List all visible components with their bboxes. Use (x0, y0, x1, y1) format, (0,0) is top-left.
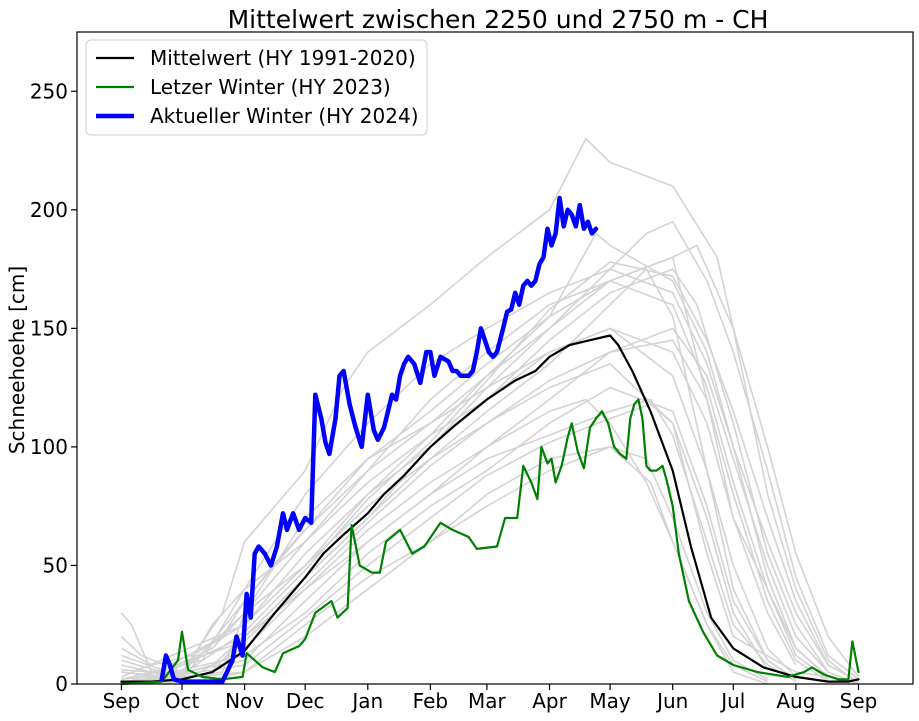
x-tick-label-may-8: May (589, 689, 631, 713)
main-series-group (120, 195, 860, 686)
history-line-8 (121, 268, 859, 685)
history-line-16 (121, 386, 797, 685)
series-line-last_winter (120, 398, 860, 686)
y-axis: 0 50 100 150 200 250 (30, 79, 77, 696)
x-tick-label-sep-12: Sep (840, 689, 878, 713)
history-line-18 (121, 403, 769, 685)
legend-box (85, 39, 428, 136)
y-tick-label-100: 100 (30, 435, 68, 459)
history-line-19 (121, 327, 797, 678)
history-series-group (120, 137, 860, 685)
chart-title: Mittelwert zwischen 2250 und 2750 m - CH (228, 5, 769, 34)
series-line-mean (120, 334, 860, 683)
history-line-21 (121, 261, 829, 676)
x-tick-label-mar-6: Mar (468, 689, 507, 713)
x-tick-label-nov-2: Nov (225, 689, 264, 713)
legend-label-mean: Mittelwert (HY 1991-2020) (150, 46, 416, 70)
history-line-15 (121, 268, 859, 683)
y-tick-label-150: 150 (30, 316, 68, 340)
y-tick-label-0: 0 (55, 672, 68, 696)
x-tick-label-jun-9: Jun (655, 689, 688, 713)
y-tick-label-200: 200 (30, 198, 68, 222)
history-line-11 (121, 327, 797, 685)
x-axis: Sep Oct Nov Dec Jan Feb Mar Apr May Jun Jul Aug Sep (103, 684, 878, 713)
plot-frame (76, 31, 914, 685)
history-line-20 (121, 339, 829, 685)
history-line-13 (121, 446, 768, 685)
history-line-4 (121, 446, 768, 685)
x-tick-label-sep-0: Sep (103, 689, 141, 713)
history-line-3 (121, 137, 859, 685)
legend: Mittelwert (HY 1991-2020) Letzer Winter … (85, 39, 428, 136)
x-tick-label-jan-4: Jan (350, 689, 383, 713)
y-axis-label: Schneehoehe [cm] (5, 266, 29, 454)
y-tick-label-50: 50 (43, 553, 68, 577)
history-line-10 (121, 327, 829, 678)
x-tick-label-feb-5: Feb (413, 689, 448, 713)
x-tick-label-aug-11: Aug (776, 689, 815, 713)
series-line-current_winter (159, 195, 599, 684)
x-tick-label-apr-7: Apr (532, 689, 567, 713)
legend-label-current-winter: Aktueller Winter (HY 2024) (150, 104, 419, 128)
x-tick-label-dec-3: Dec (286, 689, 325, 713)
legend-label-last-winter: Letzer Winter (HY 2023) (150, 75, 391, 99)
x-tick-label-jul-10: Jul (719, 689, 745, 713)
y-tick-label-250: 250 (30, 79, 68, 103)
history-line-17 (121, 244, 860, 678)
history-line-7 (121, 398, 797, 685)
x-tick-label-oct-1: Oct (165, 689, 200, 713)
